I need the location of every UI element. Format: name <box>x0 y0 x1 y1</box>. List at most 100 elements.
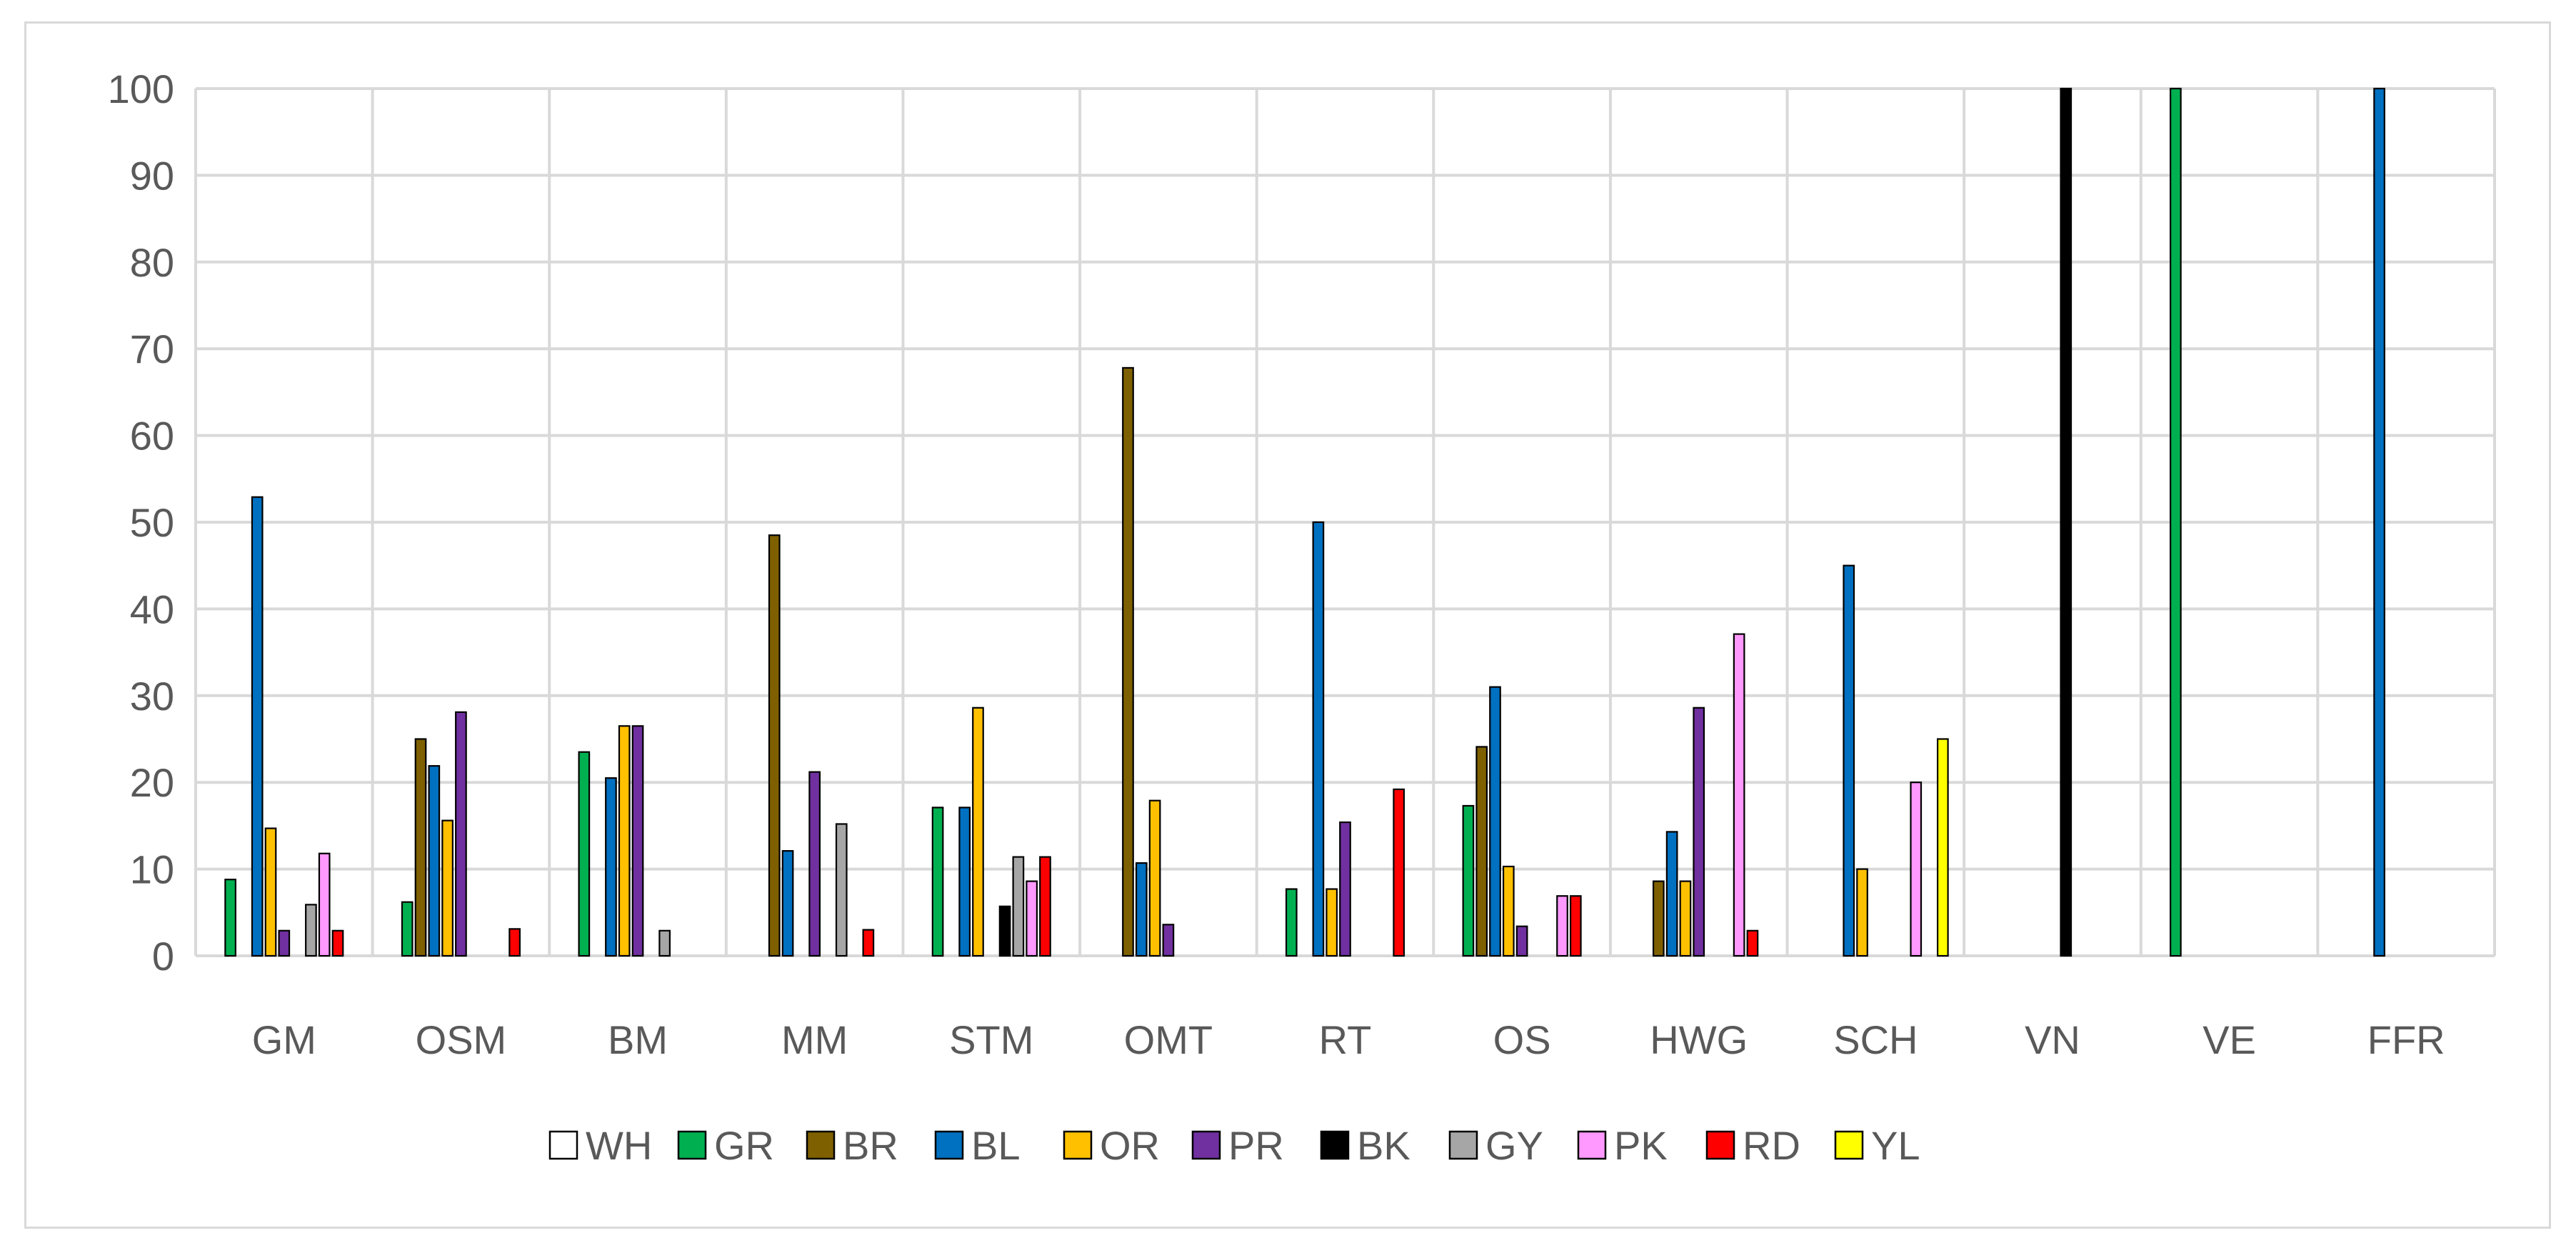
legend-label: WH <box>586 1123 652 1168</box>
y-tick-label: 0 <box>152 934 174 979</box>
bar-gr-os <box>1462 804 1475 957</box>
bar-pr-osm <box>455 711 467 957</box>
legend-item-pk: PK <box>1577 1123 1668 1168</box>
bar-bl-rt <box>1312 521 1325 957</box>
bar-pr-omt <box>1162 924 1175 957</box>
bar-yl-sch <box>1936 738 1949 957</box>
legend-item-gr: GR <box>677 1123 774 1168</box>
bar-rd-os <box>1569 895 1582 957</box>
bar-gr-ve <box>2170 87 2182 957</box>
legend-label: PR <box>1228 1123 1284 1168</box>
legend-item-or: OR <box>1063 1123 1160 1168</box>
bar-bl-stm <box>958 807 971 957</box>
bar-or-omt <box>1148 799 1161 957</box>
bar-rd-gm <box>331 929 344 957</box>
x-tick-label: STM <box>949 1017 1033 1062</box>
legend-swatch <box>1191 1130 1221 1160</box>
legend-swatch <box>1577 1130 1607 1160</box>
bar-br-omt <box>1122 366 1134 957</box>
legend-label: PK <box>1614 1123 1668 1168</box>
bar-gr-stm <box>931 807 944 957</box>
bar-pr-os <box>1515 925 1528 957</box>
bar-pk-stm <box>1026 880 1038 957</box>
bar-br-mm <box>768 534 781 957</box>
x-tick-label: BM <box>608 1017 668 1062</box>
bar-gy-bm <box>658 929 671 957</box>
legend-item-pr: PR <box>1191 1123 1284 1168</box>
y-tick-label: 10 <box>130 847 174 892</box>
bar-bk-stm <box>998 905 1011 957</box>
x-axis-tick-labels: GM OSM BM MM STM OMT RT OS HWG SCH VN VE FFR <box>252 1017 2445 1062</box>
bar-or-gm <box>264 827 277 957</box>
legend-label: GY <box>1485 1123 1543 1168</box>
bar-gr-bm <box>578 751 591 957</box>
legend-label: GR <box>714 1123 774 1168</box>
bar-or-sch <box>1856 868 1868 957</box>
bar-bl-osm <box>428 765 441 957</box>
legend-label: BR <box>843 1123 898 1168</box>
bar-pk-gm <box>318 852 331 957</box>
x-tick-label: HWG <box>1650 1017 1748 1062</box>
y-tick-label: 20 <box>130 760 174 805</box>
legend-swatch <box>1063 1130 1093 1160</box>
legend-item-bl: BL <box>934 1123 1021 1168</box>
bar-gr-rt <box>1285 888 1298 957</box>
bar-bl-bm <box>605 777 617 957</box>
legend: WH GR BR BL OR PR BK GY PK RD YL <box>548 1123 1920 1168</box>
legend-swatch <box>1448 1130 1478 1160</box>
y-tick-label: 50 <box>130 500 174 545</box>
legend-swatch <box>677 1130 707 1160</box>
bar-chart: 0 10 20 30 40 50 60 70 80 90 100 GM OSM BM MM STM OMT RT… <box>108 66 2496 1168</box>
legend-swatch <box>548 1130 578 1160</box>
bar-pk-hwg <box>1733 633 1745 957</box>
bar-rd-rt <box>1393 788 1405 957</box>
y-tick-label: 30 <box>130 674 174 719</box>
y-tick-label: 90 <box>130 153 174 198</box>
bar-br-os <box>1475 746 1488 957</box>
x-tick-label: OSM <box>416 1017 507 1062</box>
y-tick-label: 70 <box>130 326 174 371</box>
bar-pk-os <box>1556 895 1568 957</box>
bar-series <box>224 87 2385 957</box>
x-tick-label: SCH <box>1833 1017 1918 1062</box>
bar-or-osm <box>441 819 453 957</box>
x-tick-label: RT <box>1319 1017 1372 1062</box>
x-tick-label: MM <box>781 1017 848 1062</box>
bar-gy-mm <box>835 823 848 957</box>
bar-rd-osm <box>508 928 521 957</box>
bar-bl-gm <box>251 496 264 957</box>
legend-swatch <box>1320 1130 1350 1160</box>
legend-item-gy: GY <box>1448 1123 1543 1168</box>
bar-rd-stm <box>1039 856 1051 957</box>
bar-or-hwg <box>1679 880 1692 957</box>
legend-item-yl: YL <box>1834 1123 1920 1168</box>
bar-bk-vn <box>2060 87 2073 957</box>
bar-or-bm <box>618 725 631 957</box>
bar-rd-mm <box>862 929 875 957</box>
x-tick-label: VN <box>2025 1017 2080 1062</box>
bar-rd-hwg <box>1746 929 1759 957</box>
legend-label: OR <box>1100 1123 1160 1168</box>
bar-bl-ffr <box>2373 87 2385 957</box>
bar-bl-sch <box>1843 564 1855 957</box>
legend-item-br: BR <box>806 1123 898 1168</box>
legend-swatch <box>1705 1130 1735 1160</box>
legend-item-wh: WH <box>548 1123 652 1168</box>
bar-or-rt <box>1325 888 1338 957</box>
bar-bl-omt <box>1135 862 1148 957</box>
legend-label: YL <box>1871 1123 1920 1168</box>
bar-pr-hwg <box>1693 707 1705 957</box>
bar-bl-hwg <box>1665 831 1678 957</box>
bar-br-osm <box>414 738 427 957</box>
bar-pr-gm <box>278 929 291 957</box>
y-tick-label: 60 <box>130 414 174 459</box>
gridlines <box>194 87 2496 957</box>
bar-bl-os <box>1489 686 1501 957</box>
bar-gr-gm <box>224 879 236 957</box>
bar-pk-sch <box>1910 782 1923 957</box>
bar-pr-rt <box>1339 821 1351 957</box>
bar-gy-gm <box>305 904 317 957</box>
legend-label: RD <box>1743 1123 1800 1168</box>
legend-swatch <box>934 1130 964 1160</box>
chart-area: 0 10 20 30 40 50 60 70 80 90 100 GM OSM BM MM STM OMT RT… <box>24 21 2551 1229</box>
